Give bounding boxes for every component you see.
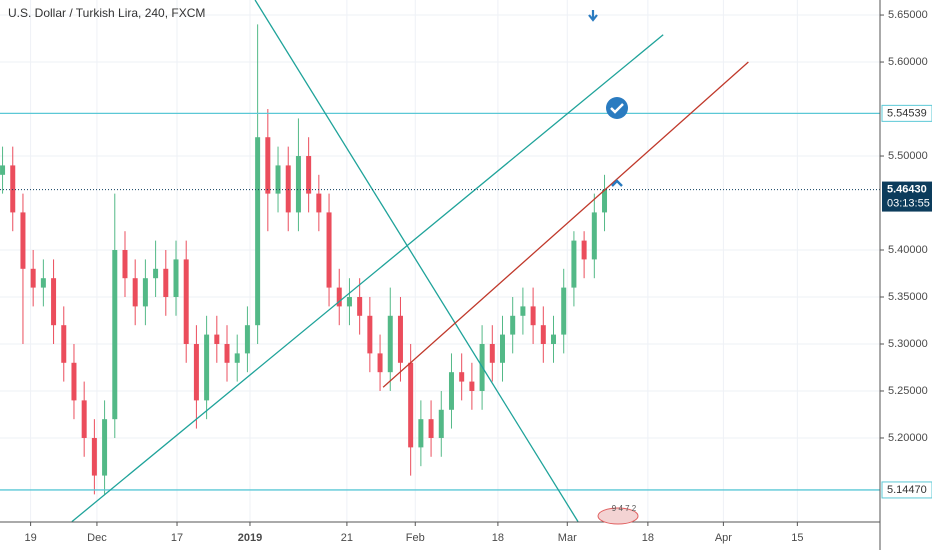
x-tick-label: 17	[171, 532, 183, 544]
candle-body	[438, 409, 444, 438]
candle-body	[530, 306, 536, 326]
x-tick-label: 2019	[238, 532, 262, 544]
candle-body	[163, 268, 169, 297]
candle-body	[183, 259, 189, 344]
y-tick-label: 5.65000	[888, 9, 928, 21]
candle-body	[224, 343, 230, 363]
y-tick-label: 5.40000	[888, 244, 928, 256]
countdown-label: 03:13:55	[887, 197, 930, 209]
last-price-label: 5.46430	[887, 183, 927, 195]
y-tick-label: 5.25000	[888, 385, 928, 397]
candle-body	[326, 212, 332, 288]
candle-body	[448, 372, 454, 410]
candle-body	[112, 250, 118, 420]
candle-body	[520, 306, 526, 316]
candle-body	[602, 189, 608, 213]
x-tick-label: 19	[24, 532, 36, 544]
candle-body	[132, 278, 138, 307]
candle-body	[387, 315, 393, 373]
check-icon	[606, 97, 628, 119]
y-tick-label: 5.20000	[888, 432, 928, 444]
up-arrow-icon	[611, 179, 623, 187]
x-tick-label: 18	[492, 532, 504, 544]
candle-body	[295, 156, 301, 213]
candle-body	[71, 362, 77, 401]
candle-body	[571, 240, 577, 288]
down-arrow-icon	[588, 10, 598, 22]
candle-body	[142, 278, 148, 307]
candle-body	[193, 343, 199, 401]
candle-body	[581, 240, 587, 260]
y-tick-label: 5.30000	[888, 338, 928, 350]
last-price-box	[882, 181, 932, 212]
candle-body	[0, 165, 6, 175]
candle-body	[255, 137, 261, 326]
candle-body	[357, 296, 363, 316]
candle-body	[51, 278, 57, 326]
trend-line	[254, 0, 579, 522]
candle-body	[306, 156, 312, 194]
candle-body	[285, 165, 291, 213]
candle-body	[122, 250, 128, 279]
candle-body	[469, 381, 475, 391]
badge-text: 9 4 7 2	[612, 504, 637, 513]
candle-body	[499, 334, 505, 363]
candle-body	[408, 362, 414, 448]
price-label: 5.14470	[887, 484, 927, 496]
candle-body	[459, 372, 465, 382]
candle-body	[561, 287, 567, 335]
candle-body	[418, 419, 424, 448]
candle-body	[275, 165, 281, 194]
check-mark	[610, 103, 624, 114]
candle-body	[591, 212, 597, 260]
candle-body	[336, 287, 342, 307]
price-label: 5.54539	[887, 107, 927, 119]
trend-line	[71, 34, 664, 523]
x-tick-label: Feb	[406, 532, 425, 544]
candle-body	[540, 325, 546, 344]
trend-line	[382, 61, 749, 388]
candle-body	[346, 296, 352, 307]
candle-body	[40, 278, 46, 288]
candle-body	[153, 268, 159, 279]
candle-body	[428, 419, 434, 438]
candle-body	[102, 419, 108, 476]
candle-body	[234, 353, 240, 363]
y-tick-label: 5.60000	[888, 56, 928, 68]
candle-body	[173, 259, 179, 297]
candle-body	[244, 325, 250, 354]
candle-body	[61, 325, 67, 363]
candle-body	[91, 437, 97, 476]
x-tick-label: 18	[642, 532, 654, 544]
x-tick-label: Dec	[87, 532, 107, 544]
y-tick-label: 5.50000	[888, 150, 928, 162]
candle-body	[81, 400, 87, 438]
badge-icon	[597, 507, 639, 525]
candle-body	[367, 315, 373, 354]
candle-body	[377, 353, 383, 373]
candle-body	[551, 334, 557, 344]
chart-title: U.S. Dollar / Turkish Lira, 240, FXCM	[8, 6, 205, 20]
candle-body	[10, 165, 16, 213]
candle-body	[489, 343, 495, 363]
candle-body	[204, 334, 210, 401]
x-tick-label: Mar	[558, 532, 577, 544]
x-tick-label: 21	[341, 532, 353, 544]
candle-body	[214, 334, 220, 344]
candle-body	[265, 137, 271, 194]
y-tick-label: 5.35000	[888, 291, 928, 303]
candle-body	[510, 315, 516, 335]
candle-body	[397, 315, 403, 363]
price-label-box	[881, 104, 932, 122]
x-tick-label: Apr	[715, 532, 732, 544]
price-label-box	[881, 481, 932, 499]
candle-body	[20, 212, 26, 269]
candle-body	[30, 268, 36, 288]
x-tick-label: 15	[791, 532, 803, 544]
candle-body	[316, 193, 322, 213]
